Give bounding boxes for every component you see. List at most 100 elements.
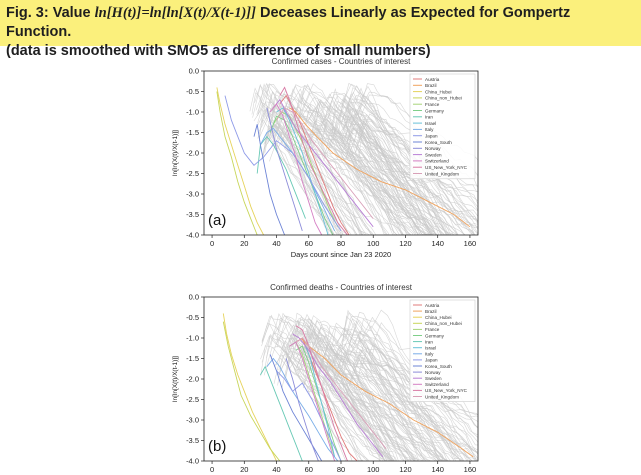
background-country-line	[281, 116, 358, 235]
legend-entry: Italy	[425, 127, 434, 132]
legend-entry: Israel	[425, 346, 436, 351]
background-country-line	[305, 103, 431, 235]
caption-prefix: Fig. 3: Value	[6, 5, 95, 21]
x-tick-label: 0	[210, 239, 214, 248]
background-country-line	[256, 83, 400, 235]
legend-entry: Austria	[425, 77, 440, 82]
background-country-line	[270, 313, 392, 461]
background-country-line	[261, 315, 462, 461]
panel-label: (a)	[208, 212, 226, 229]
background-country-line	[253, 101, 478, 226]
legend-entry: Germany	[425, 333, 445, 338]
background-country-line	[303, 334, 427, 461]
background-country-line	[274, 315, 388, 461]
series-line-israel	[276, 107, 329, 235]
background-country-line	[313, 326, 471, 461]
background-country-line	[307, 315, 395, 461]
x-tick-label: 0	[210, 465, 214, 474]
background-country-line	[301, 330, 382, 461]
legend-entry: Brazil	[425, 83, 437, 88]
series-line-brazil	[289, 107, 471, 228]
series-lines-group	[216, 86, 471, 235]
background-country-line	[293, 92, 437, 235]
series-line-austria	[295, 337, 358, 461]
y-tick-label: -1.5	[186, 354, 199, 363]
background-country-line	[330, 130, 398, 235]
deaths-chart-panel: Confirmed deaths - Countries of interest…	[172, 283, 479, 474]
caption-formula: ln[H(t)]=ln[ln[X(t)/X(t-1)]]	[94, 5, 256, 21]
background-country-line	[286, 108, 411, 235]
y-tick-label: -1.5	[186, 128, 199, 137]
background-country-line	[277, 354, 415, 461]
background-country-line	[263, 124, 335, 235]
legend-entry: Israel	[425, 121, 436, 126]
legend-entry: France	[425, 327, 440, 332]
background-country-line	[301, 319, 388, 461]
background-country-line	[273, 357, 381, 461]
background-country-line	[320, 92, 448, 235]
series-line-norway	[266, 107, 303, 232]
x-tick-label: 20	[240, 239, 248, 248]
cases-chart-panel: Confirmed cases - Countries of interest 0…	[172, 57, 479, 259]
background-country-line	[315, 119, 453, 235]
background-country-line	[318, 343, 478, 418]
background-country-line	[309, 120, 404, 235]
background-country-line	[270, 336, 442, 461]
legend-entry: China_Hubei	[425, 89, 452, 94]
x-tick-label: 100	[367, 239, 380, 248]
background-country-line	[276, 317, 407, 461]
legend-entry: Korea_South	[425, 364, 452, 369]
y-tick-label: -1.0	[186, 334, 199, 343]
legend-entry: Norway	[425, 370, 441, 375]
x-tick-label: 140	[431, 465, 444, 474]
legend-entry: Germany	[425, 108, 445, 113]
series-line-iran	[260, 365, 303, 461]
series-line-united-kingdom	[295, 337, 387, 449]
background-country-line	[346, 340, 424, 461]
series-line-iran	[256, 135, 306, 219]
background-country-line	[293, 131, 398, 235]
series-line-germany	[269, 115, 334, 235]
series-line-norway	[285, 358, 319, 461]
series-line-china-non-hubei	[216, 91, 258, 235]
legend-entry: Japan	[425, 358, 438, 363]
series-line-israel	[305, 346, 336, 457]
background-country-line	[341, 350, 433, 461]
background-country-line	[267, 124, 338, 235]
y-tick-label: -3.0	[186, 190, 199, 199]
background-country-line	[355, 122, 459, 235]
figure-caption-banner: Fig. 3: Value ln[H(t)]=ln[ln[X(t)/X(t-1)…	[0, 0, 641, 59]
background-country-line	[285, 331, 368, 461]
series-line-china-hubei	[216, 87, 264, 235]
legend-entry: China_non_Hubei	[425, 321, 462, 326]
legend-entry: Switzerland	[425, 382, 449, 387]
legend-entry: Norway	[425, 146, 441, 151]
background-country-line	[336, 327, 428, 461]
series-line-switzerland	[289, 341, 336, 461]
background-country-line	[333, 334, 419, 461]
chart-title: Confirmed deaths - Countries of interest	[270, 283, 413, 292]
series-line-china-non-hubei	[222, 321, 281, 461]
legend-entry: France	[425, 102, 440, 107]
background-country-line	[291, 328, 369, 461]
background-country-line	[286, 113, 478, 227]
background-country-line	[277, 107, 420, 235]
legend-entry: China_non_Hubei	[425, 96, 462, 101]
legend-entry: Korea_South	[425, 140, 452, 145]
background-country-line	[257, 83, 340, 235]
background-country-line	[267, 124, 373, 235]
x-tick-label: 160	[464, 239, 477, 248]
background-country-line	[341, 98, 433, 235]
series-line-korea-south	[253, 124, 286, 235]
background-country-line	[333, 114, 433, 235]
chart-title: Confirmed cases - Countries of interest	[272, 57, 412, 66]
background-country-line	[326, 126, 442, 235]
y-tick-label: -3.0	[186, 416, 199, 425]
y-tick-label: -0.5	[186, 313, 199, 322]
caption-suffix: Deceases Linearly as Expected for Gomper…	[6, 5, 571, 40]
series-line-japan	[276, 370, 342, 461]
y-tick-label: -3.5	[186, 210, 199, 219]
series-line-us-new-york-nyc	[279, 86, 348, 235]
background-country-line	[311, 323, 416, 461]
legend-entry: US_New_York_NYC	[425, 165, 468, 170]
